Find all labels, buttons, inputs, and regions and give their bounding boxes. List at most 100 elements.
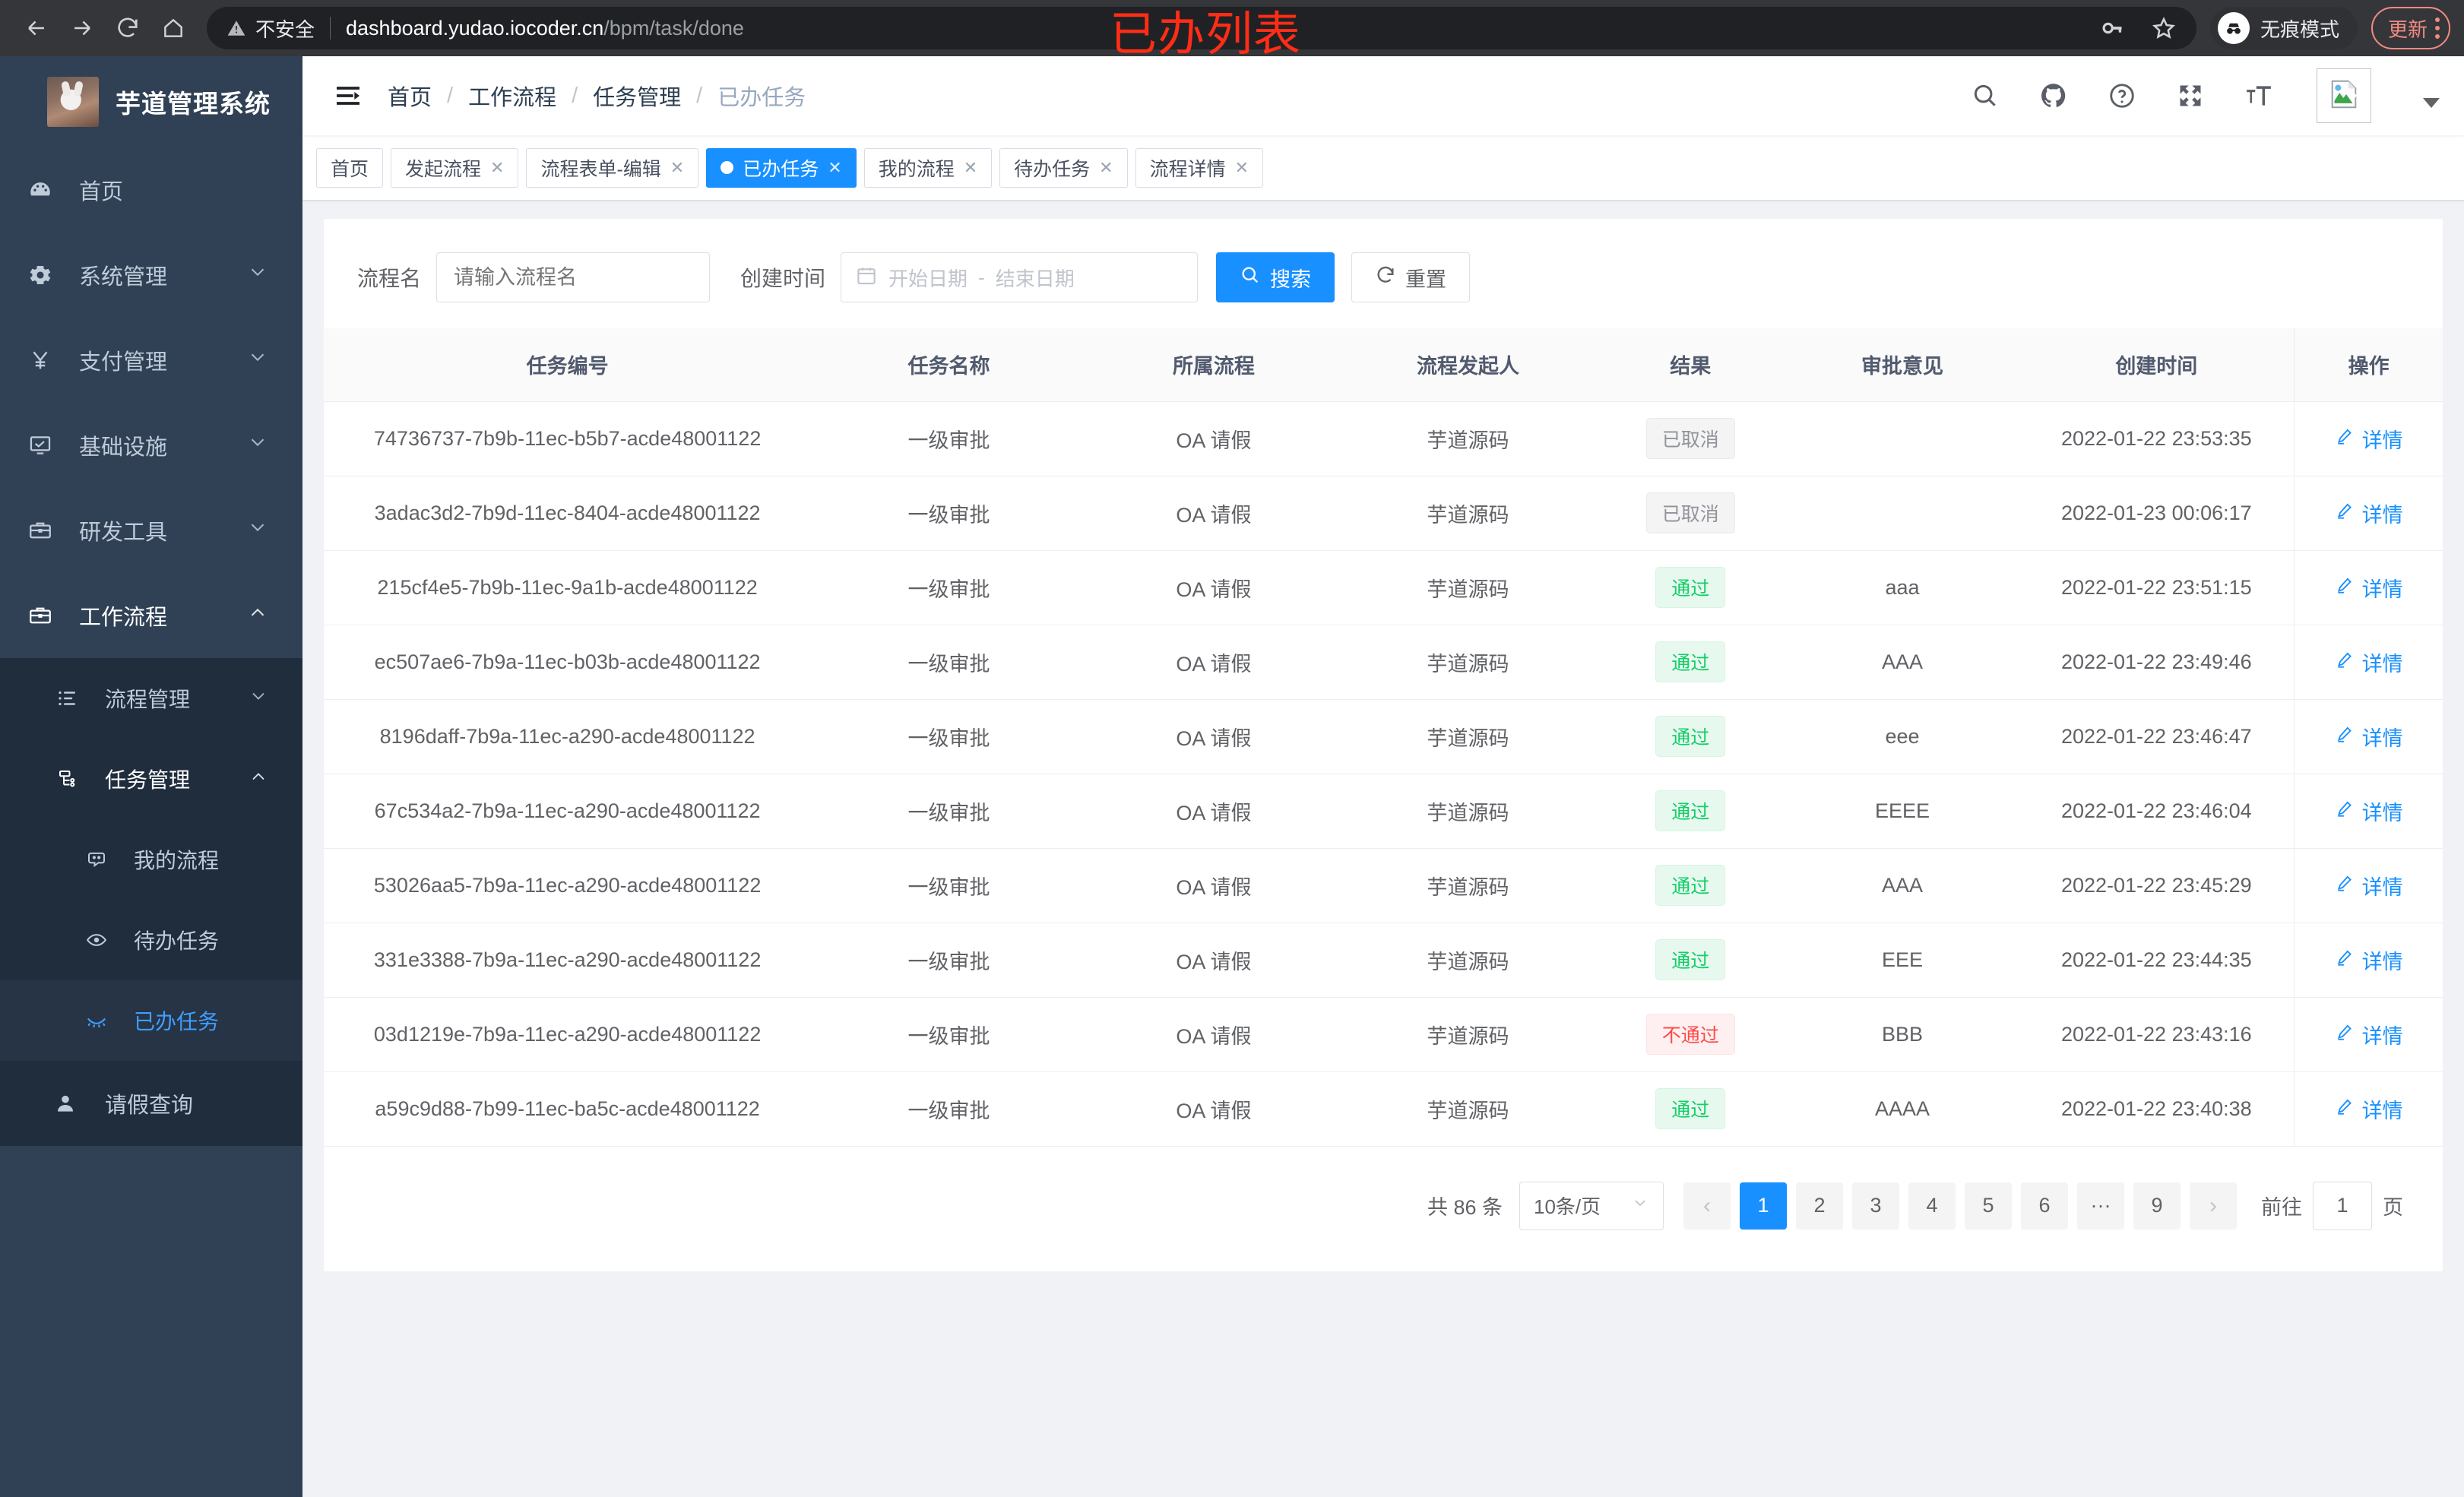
detail-button[interactable]: 详情 <box>2335 498 2403 528</box>
cell-task-name: 一级审批 <box>811 699 1087 774</box>
cell-starter: 芋道源码 <box>1341 923 1595 998</box>
detail-button[interactable]: 详情 <box>2335 573 2403 603</box>
reset-button[interactable]: 重置 <box>1351 252 1471 302</box>
update-button[interactable]: 更新 <box>2371 7 2450 49</box>
pagination-page-5[interactable]: 5 <box>1965 1182 2012 1230</box>
detail-button[interactable]: 详情 <box>2335 647 2403 677</box>
close-icon[interactable]: ✕ <box>828 157 842 177</box>
github-icon[interactable] <box>2037 79 2070 112</box>
flow-name-input[interactable] <box>436 252 711 302</box>
incognito-indicator[interactable]: 无痕模式 <box>2209 7 2358 49</box>
detail-button[interactable]: 详情 <box>2335 1020 2403 1049</box>
breadcrumb-item-workflow[interactable]: 工作流程 <box>468 86 557 110</box>
help-icon[interactable] <box>2105 79 2139 112</box>
tab-process-detail[interactable]: 流程详情 ✕ <box>1135 147 1264 188</box>
dashboard-icon <box>27 177 67 203</box>
sidebar-item-my-process[interactable]: 我的流程 <box>0 819 302 900</box>
brand-header[interactable]: 芋道管理系统 <box>0 56 302 147</box>
detail-button[interactable]: 详情 <box>2335 722 2403 752</box>
sidebar-item-leave-query[interactable]: 请假查询 <box>0 1061 302 1146</box>
font-size-icon[interactable] <box>2242 79 2276 112</box>
chevron-down-icon[interactable] <box>2423 97 2440 108</box>
table-body: 74736737-7b9b-11ec-b5b7-acde48001122 一级审批… <box>324 401 2443 1147</box>
tab-todo-task[interactable]: 待办任务 ✕ <box>999 147 1128 188</box>
sidebar-item-process-management[interactable]: 流程管理 <box>0 658 302 739</box>
forward-arrow-icon[interactable] <box>59 5 105 51</box>
sidebar-item-label: 任务管理 <box>105 768 191 792</box>
tab-active-dot <box>721 161 734 174</box>
detail-button[interactable]: 详情 <box>2335 424 2403 454</box>
search-button-label: 搜索 <box>1270 267 1312 291</box>
avatar[interactable] <box>2317 68 2371 123</box>
pagination-page-6[interactable]: 6 <box>2021 1182 2068 1230</box>
pagination-prev-button[interactable]: ‹ <box>1683 1182 1731 1230</box>
detail-button[interactable]: 详情 <box>2335 796 2403 826</box>
tab-done-task[interactable]: 已办任务 ✕ <box>706 147 857 188</box>
brand-title: 芋道管理系统 <box>116 90 271 118</box>
pagination-ellipsis[interactable]: ··· <box>2077 1182 2124 1230</box>
pagination-page-2[interactable]: 2 <box>1796 1182 1843 1230</box>
sidebar-item-label: 请假查询 <box>105 1093 194 1118</box>
close-icon[interactable]: ✕ <box>490 157 505 177</box>
detail-button[interactable]: 详情 <box>2335 871 2403 900</box>
close-icon[interactable]: ✕ <box>1099 157 1113 177</box>
reset-button-label: 重置 <box>1405 267 1447 291</box>
reload-icon[interactable] <box>105 5 150 51</box>
pagination-page-4[interactable]: 4 <box>1908 1182 1956 1230</box>
pagination-page-9[interactable]: 9 <box>2133 1182 2181 1230</box>
tab-process-form-edit[interactable]: 流程表单-编辑 ✕ <box>526 147 699 188</box>
sidebar-item-infrastructure[interactable]: 基础设施 <box>0 403 302 488</box>
detail-button[interactable]: 详情 <box>2335 945 2403 975</box>
star-icon[interactable] <box>2151 15 2177 41</box>
close-icon[interactable]: ✕ <box>1234 157 1249 177</box>
cell-process: OA 请假 <box>1086 774 1341 849</box>
tab-home[interactable]: 首页 <box>316 147 384 188</box>
pagination-page-1[interactable]: 1 <box>1740 1182 1787 1230</box>
detail-button[interactable]: 详情 <box>2335 1094 2403 1124</box>
cell-process: OA 请假 <box>1086 923 1341 998</box>
hamburger-icon[interactable] <box>330 78 366 114</box>
eye-icon <box>85 929 122 951</box>
breadcrumb-item-home[interactable]: 首页 <box>388 86 432 110</box>
sidebar-item-todo-task[interactable]: 待办任务 <box>0 900 302 980</box>
detail-button-label: 详情 <box>2361 726 2403 750</box>
cell-process: OA 请假 <box>1086 1071 1341 1147</box>
tab-my-process[interactable]: 我的流程 ✕ <box>863 147 993 188</box>
sidebar-item-label: 流程管理 <box>105 688 191 711</box>
pagination-next-button[interactable]: › <box>2190 1182 2237 1230</box>
sidebar-item-home[interactable]: 首页 <box>0 147 302 233</box>
cell-result: 通过 <box>1595 923 1786 998</box>
cell-created-time: 2022-01-23 00:06:17 <box>2019 476 2295 551</box>
home-icon[interactable] <box>150 5 196 51</box>
key-icon[interactable] <box>2099 15 2125 41</box>
pagination-page-3[interactable]: 3 <box>1852 1182 1899 1230</box>
sidebar-item-task-management[interactable]: 任务管理 <box>0 739 302 819</box>
tab-start-process[interactable]: 发起流程 ✕ <box>391 147 519 188</box>
search-button[interactable]: 搜索 <box>1216 252 1335 302</box>
close-icon[interactable]: ✕ <box>963 157 978 177</box>
table-row: 331e3388-7b9a-11ec-a290-acde48001122 一级审批… <box>324 923 2443 998</box>
sidebar-item-dev-tools[interactable]: 研发工具 <box>0 488 302 573</box>
sidebar-item-payment-management[interactable]: 支付管理 <box>0 318 302 403</box>
back-arrow-icon[interactable] <box>14 5 59 51</box>
date-range-picker[interactable]: 开始日期 - 结束日期 <box>841 252 1199 302</box>
page-size-select[interactable]: 10条/页 <box>1519 1181 1664 1230</box>
fullscreen-icon[interactable] <box>2174 79 2207 112</box>
close-icon[interactable]: ✕ <box>670 157 685 177</box>
kebab-menu-icon[interactable] <box>2435 17 2440 39</box>
sidebar-item-done-task[interactable]: 已办任务 <box>0 980 302 1061</box>
breadcrumb-item-done-task: 已办任务 <box>717 86 806 110</box>
sidebar-item-system-management[interactable]: 系统管理 <box>0 233 302 318</box>
cell-comment: AAA <box>1785 625 2019 700</box>
status-badge: 通过 <box>1655 1088 1726 1129</box>
cell-operation: 详情 <box>2294 699 2443 774</box>
cell-task-name: 一级审批 <box>811 923 1087 998</box>
sidebar-item-workflow[interactable]: 工作流程 <box>0 573 302 658</box>
cell-result: 已取消 <box>1595 476 1786 551</box>
cell-result: 通过 <box>1595 625 1786 700</box>
breadcrumb-item-task-management[interactable]: 任务管理 <box>593 86 682 110</box>
pagination-jump-input[interactable] <box>2313 1181 2372 1230</box>
search-icon[interactable] <box>1968 79 2002 112</box>
address-bar[interactable]: 不安全 dashboard.yudao.iocoder.cn/bpm/task/… <box>207 7 2196 49</box>
cell-result: 已取消 <box>1595 401 1786 476</box>
